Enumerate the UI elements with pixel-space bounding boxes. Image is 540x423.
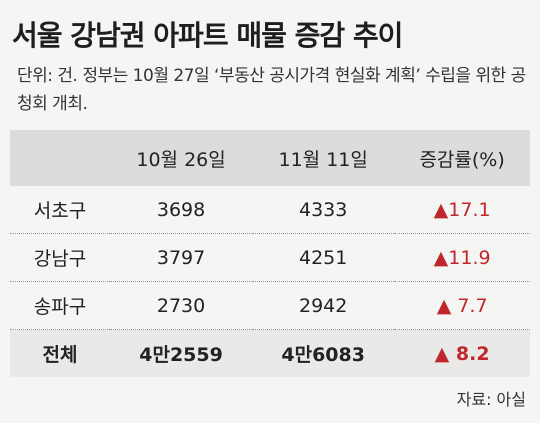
table-cell: 2730 <box>110 281 253 330</box>
table-cell: ▲11.9 <box>394 233 530 282</box>
table-cell: 4251 <box>252 233 395 282</box>
table-row: 서초구 3698 4333 ▲17.1 <box>10 186 530 234</box>
row-label: 서초구 <box>10 186 110 234</box>
title: 서울 강남권 아파트 매물 증감 추이 <box>12 19 403 52</box>
row-label: 전체 <box>10 329 110 377</box>
table-cell: ▲17.1 <box>394 186 530 234</box>
table-cell: 4333 <box>252 186 395 234</box>
table-header: 10월 26일 11월 11일 증감률(%) <box>10 130 530 186</box>
table-row: 송파구 2730 2942 ▲ 7.7 <box>10 281 530 330</box>
table-cell: 2942 <box>252 281 395 330</box>
table: 10월 26일 11월 11일 증감률(%) 서초구 3698 4333 ▲17.1 강남구… <box>10 130 530 377</box>
table-cell: 3797 <box>110 233 253 282</box>
table-cell: ▲ 7.7 <box>394 281 530 330</box>
table-body: 서초구 3698 4333 ▲17.1 강남구 3797 4251 ▲11.9 송파구 2730 2… <box>10 186 530 377</box>
row-label: 강남구 <box>10 233 110 282</box>
row-label: 송파구 <box>10 281 110 330</box>
column-header <box>10 130 110 186</box>
table-row: 전체 4만2559 4만6083 ▲ 8.2 <box>10 329 530 377</box>
table-cell: 3698 <box>110 186 253 234</box>
note: 단위: 건. 정부는 10월 27일 ‘부동산 공시가격 현실화 계획’ 수립을… <box>17 66 526 114</box>
table-row: 강남구 3797 4251 ▲11.9 <box>10 233 530 282</box>
table-cell: ▲ 8.2 <box>394 329 530 377</box>
table-cell: 4만2559 <box>110 329 253 377</box>
header-row: 10월 26일 11월 11일 증감률(%) <box>10 130 530 186</box>
table-cell: 4만6083 <box>252 329 395 377</box>
column-header: 증감률(%) <box>394 130 530 186</box>
column-header: 11월 11일 <box>252 130 395 186</box>
source: 자료: 아실 <box>456 390 526 409</box>
column-header: 10월 26일 <box>110 130 253 186</box>
